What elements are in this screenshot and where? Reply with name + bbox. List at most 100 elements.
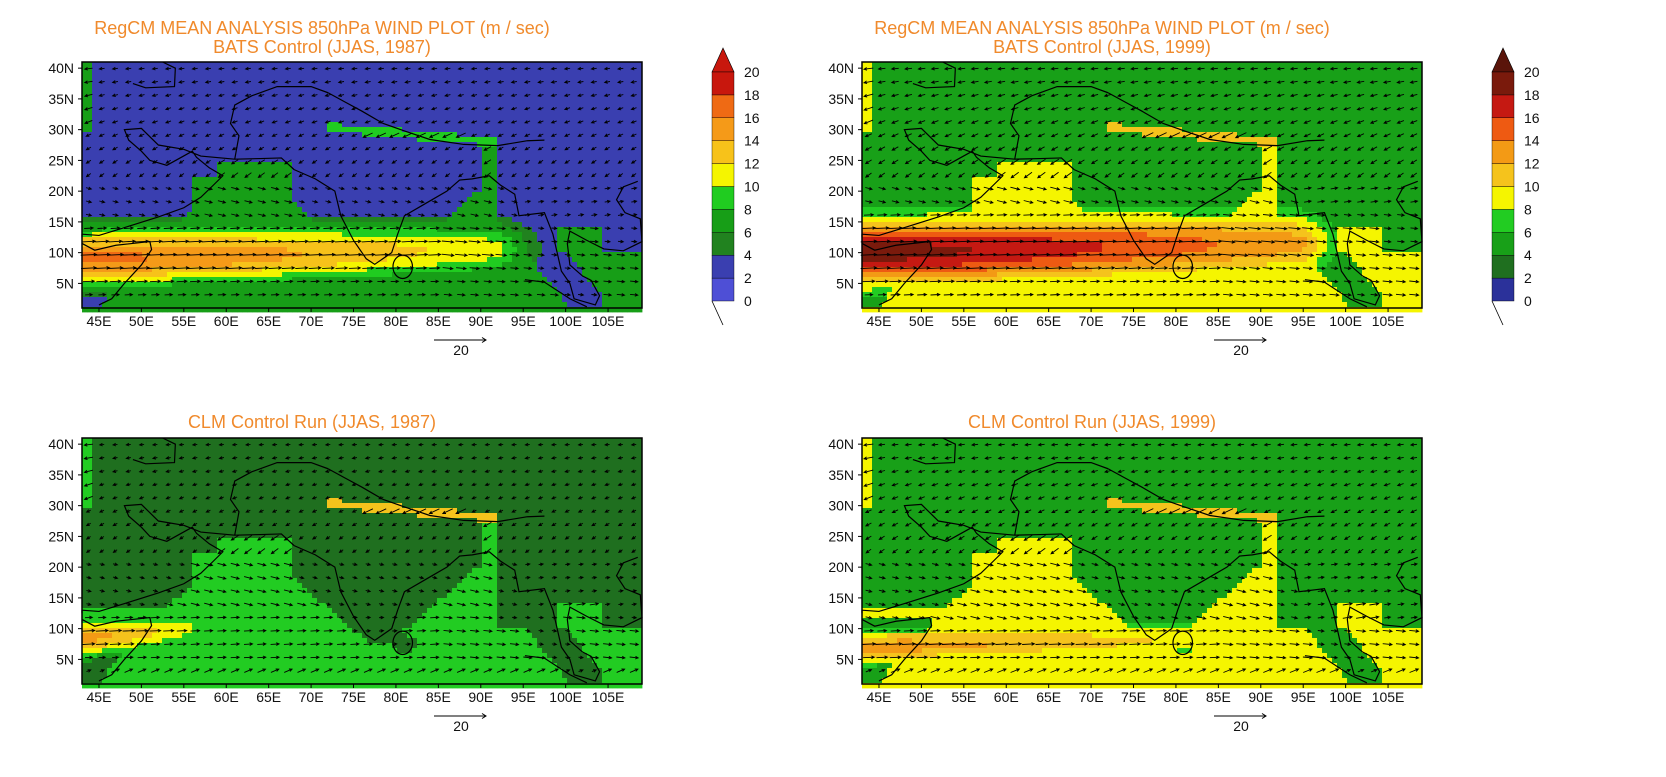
y-tick-label: 30N	[828, 498, 854, 514]
colorbar-label: 8	[1524, 201, 1532, 217]
reference-vector	[1214, 337, 1267, 343]
colorbar-label: 4	[744, 247, 752, 263]
x-tick-label: 70E	[1079, 313, 1104, 329]
colorbar-segment	[1491, 254, 1515, 279]
colorbar-segment	[1491, 117, 1515, 141]
y-tick-label: 40N	[828, 60, 854, 76]
colorbar-segment	[1491, 163, 1515, 187]
x-tick-label: 55E	[951, 313, 976, 329]
colorbar-segment	[711, 277, 735, 302]
y-tick-label: 10N	[48, 621, 74, 637]
x-tick-label: 105E	[1372, 313, 1405, 329]
colorbar-segment	[711, 254, 735, 279]
colorbar-label: 10	[744, 179, 760, 195]
y-tick-label: 40N	[48, 436, 74, 452]
y-tick-label: 15N	[48, 590, 74, 606]
x-tick-label: 70E	[299, 689, 324, 705]
colorbar-segment	[711, 140, 735, 164]
x-tick-label: 100E	[549, 689, 582, 705]
colorbar-label: 20	[1524, 64, 1540, 80]
x-tick-label: 95E	[1291, 313, 1316, 329]
y-tick-label: 30N	[48, 498, 74, 514]
y-tick-label: 35N	[828, 91, 854, 107]
x-tick-label: 50E	[909, 313, 934, 329]
x-tick-label: 90E	[1248, 313, 1273, 329]
colorbar-label: 4	[1524, 247, 1532, 263]
x-tick-label: 55E	[171, 689, 196, 705]
x-tick-label: 105E	[1372, 689, 1405, 705]
y-tick-label: 20N	[48, 183, 74, 199]
y-tick-label: 40N	[828, 436, 854, 452]
y-tick-label: 20N	[828, 559, 854, 575]
y-tick-label: 5N	[836, 275, 854, 291]
wind-speed-field	[862, 62, 1423, 313]
colorbar-label: 2	[1524, 270, 1532, 286]
y-tick-label: 20N	[828, 183, 854, 199]
x-tick-label: 50E	[129, 313, 154, 329]
colorbar-label: 16	[744, 110, 760, 126]
colorbar-segment	[711, 71, 735, 96]
y-tick-label: 25N	[828, 528, 854, 544]
wind-vectors	[82, 442, 640, 673]
x-tick-label: 60E	[994, 689, 1019, 705]
colorbar-label: 18	[744, 87, 760, 103]
x-tick-label: 50E	[129, 689, 154, 705]
wind-speed-field	[82, 438, 643, 689]
y-tick-label: 5N	[56, 651, 74, 667]
colorbar-segment	[1491, 232, 1515, 256]
colorbar-label: 0	[1524, 293, 1532, 309]
y-tick-label: 10N	[48, 245, 74, 261]
colorbar-top-arrow	[711, 47, 735, 73]
colorbar-label: 20	[744, 64, 760, 80]
y-tick-label: 30N	[48, 122, 74, 138]
x-tick-label: 60E	[994, 313, 1019, 329]
colorbar-segment	[1491, 209, 1515, 233]
y-tick-label: 30N	[828, 122, 854, 138]
x-tick-label: 80E	[383, 313, 408, 329]
panel-title-3: CLM Control Run (JJAS, 1987)	[32, 413, 592, 432]
wind-vectors	[860, 66, 1420, 297]
x-tick-label: 45E	[87, 313, 112, 329]
x-tick-label: 100E	[1329, 313, 1362, 329]
wind-map-panel-1: 45E 50E 55E 60E 65E 70E 75E 80E 85E 90E 95E 100E 105…	[48, 60, 643, 358]
colorbar-label: 6	[744, 224, 752, 240]
panel-title-2-line-2: BATS Control (JJAS, 1999)	[822, 38, 1382, 57]
colorbar-label: 12	[744, 156, 760, 172]
x-tick-label: 95E	[511, 689, 536, 705]
x-tick-label: 65E	[256, 689, 281, 705]
panel-title-3-line-1: CLM Control Run (JJAS, 1987)	[32, 413, 592, 432]
x-tick-label: 50E	[909, 689, 934, 705]
y-tick-label: 10N	[828, 245, 854, 261]
x-tick-label: 55E	[171, 313, 196, 329]
panel-title-1: RegCM MEAN ANALYSIS 850hPa WIND PLOT (m …	[42, 19, 602, 57]
reference-vector	[434, 713, 487, 719]
panel-title-2: RegCM MEAN ANALYSIS 850hPa WIND PLOT (m …	[822, 19, 1382, 57]
x-tick-label: 60E	[214, 313, 239, 329]
colorbar-top-arrow	[1491, 47, 1515, 73]
x-tick-label: 100E	[1329, 689, 1362, 705]
x-tick-label: 70E	[1079, 689, 1104, 705]
y-tick-label: 15N	[828, 590, 854, 606]
reference-vector	[1214, 713, 1267, 719]
wind-map-panel-4: 45E 50E 55E 60E 65E 70E 75E 80E 85E 90E 95E 100E 105…	[828, 436, 1423, 734]
colorbar-label: 8	[744, 201, 752, 217]
colorbar-label: 6	[1524, 224, 1532, 240]
map-frame	[81, 61, 643, 309]
colorbar-label: 10	[1524, 179, 1540, 195]
x-tick-label: 90E	[468, 689, 493, 705]
reference-vector	[434, 337, 487, 343]
reference-vector-label: 20	[1233, 342, 1249, 358]
x-tick-label: 85E	[426, 689, 451, 705]
x-tick-label: 105E	[592, 689, 625, 705]
colorbar-label: 2	[744, 270, 752, 286]
colorbar-segment	[711, 186, 735, 210]
y-tick-label: 5N	[56, 275, 74, 291]
y-tick-label: 25N	[48, 152, 74, 168]
colorbar-1: 0 2 4 6 8 10 12 14 16 18 20	[711, 47, 760, 326]
panel-title-4: CLM Control Run (JJAS, 1999)	[812, 413, 1372, 432]
wind-speed-field	[82, 62, 643, 313]
coastlines	[861, 61, 1423, 308]
colorbar-segment	[1491, 140, 1515, 164]
x-tick-label: 75E	[341, 313, 366, 329]
colorbar-segment	[711, 232, 735, 256]
